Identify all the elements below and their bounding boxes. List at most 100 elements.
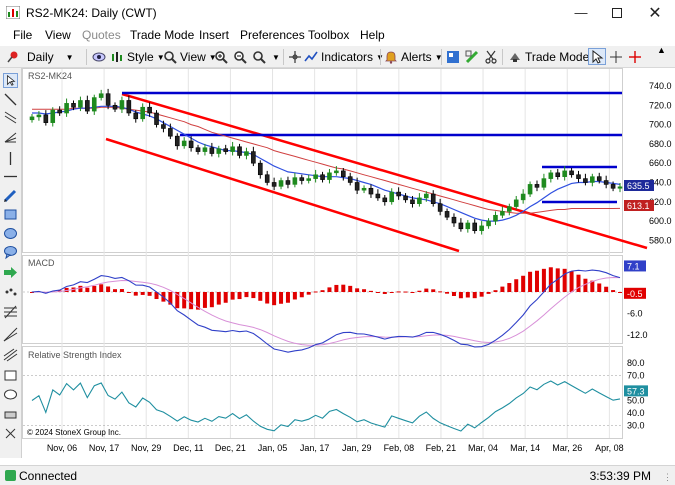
pencil-tool-icon[interactable] xyxy=(3,188,18,203)
macd-histogram-bar xyxy=(30,292,34,293)
rsi-tick-label: 70.0 xyxy=(627,371,645,381)
menu-help[interactable]: Help xyxy=(360,28,385,42)
toolbar-separator xyxy=(86,49,87,65)
gann-tool-icon[interactable] xyxy=(3,327,18,342)
menu-quotes[interactable]: Quotes xyxy=(82,28,121,42)
channel-tool-icon[interactable] xyxy=(3,111,18,126)
macd-histogram-bar xyxy=(189,292,194,310)
view-dropdown[interactable]: View ▼ xyxy=(163,49,217,65)
zoom-dropdown[interactable]: ▼ xyxy=(252,49,280,65)
menu-toolbox[interactable]: Toolbox xyxy=(308,28,350,42)
macd-pane[interactable] xyxy=(22,255,623,344)
close-button[interactable]: ✕ xyxy=(636,0,674,25)
crosshair-cursor-button[interactable] xyxy=(609,49,626,65)
candle-body xyxy=(216,148,222,154)
alerts-dropdown[interactable]: Alerts ▼ xyxy=(384,49,443,65)
trendline-tool-icon[interactable] xyxy=(3,92,18,107)
chart-canvas[interactable]: RS2-MK24 MACD Relative Strength Index © … xyxy=(22,68,675,458)
maximize-button[interactable] xyxy=(598,0,636,25)
crosshair-button[interactable] xyxy=(288,49,305,65)
candle-body xyxy=(493,214,498,222)
price-tick-label: 640.0 xyxy=(649,177,672,187)
macd-histogram-bar xyxy=(368,290,373,292)
select-tool-button[interactable] xyxy=(588,48,606,65)
candle-body xyxy=(569,170,574,176)
indicators-dropdown[interactable]: Indicators ▼ xyxy=(304,49,384,65)
candle-body xyxy=(430,193,436,204)
macd-histogram-bar xyxy=(106,286,111,292)
interval-dropdown[interactable]: Daily ▼ xyxy=(6,49,74,65)
eraser-tool-icon[interactable] xyxy=(3,407,18,422)
macd-histogram-bar xyxy=(202,292,207,308)
toolbar-collapse-button[interactable]: ▲ xyxy=(657,42,666,58)
draw-tool-button[interactable] xyxy=(92,49,109,65)
lower-trendline[interactable] xyxy=(105,137,460,253)
macd-histogram-bar xyxy=(251,292,256,299)
pitchfork-tool-icon[interactable] xyxy=(3,348,18,363)
candle-body xyxy=(465,222,471,230)
zoom-in-icon xyxy=(215,51,228,64)
signal-value-tag xyxy=(624,287,646,299)
candle-body xyxy=(292,177,298,185)
scissors-tool-button[interactable] xyxy=(484,49,501,65)
dots-tool-icon[interactable] xyxy=(3,285,18,300)
horizontal-line-tool-icon[interactable] xyxy=(3,169,18,184)
pencil-tool-button[interactable] xyxy=(465,49,482,65)
box-tool-icon[interactable] xyxy=(3,368,18,383)
menu-view[interactable]: View xyxy=(45,28,71,42)
macd-label: MACD xyxy=(28,258,55,268)
fan-tool-icon[interactable] xyxy=(3,130,18,145)
vertical-line-tool-icon[interactable] xyxy=(3,151,18,166)
zoom-in-button[interactable] xyxy=(214,49,231,65)
rsi-series xyxy=(23,375,622,432)
price-tick-label: 620.0 xyxy=(649,197,672,207)
macd-histogram-bar xyxy=(113,289,118,292)
macd-histogram-bar xyxy=(154,292,159,300)
menu-file[interactable]: File xyxy=(13,28,33,42)
style-dropdown[interactable]: Style ▼ xyxy=(110,49,165,65)
speech-bubble-icon[interactable] xyxy=(3,245,18,260)
menu-trade-mode[interactable]: Trade Mode xyxy=(130,28,195,42)
macd-histogram-bar xyxy=(382,292,387,294)
candle-body xyxy=(354,182,360,191)
style-icon xyxy=(112,52,122,62)
crosshair-icon xyxy=(289,51,301,63)
upper-trendline[interactable] xyxy=(121,92,648,250)
candle-body xyxy=(583,178,588,183)
macd-histogram-bar xyxy=(528,271,533,292)
rectangle-tool-icon[interactable] xyxy=(3,207,18,222)
rsi-pane[interactable] xyxy=(22,346,623,439)
rsi-tick-label: 80.0 xyxy=(627,358,645,368)
delete-tool-icon[interactable] xyxy=(3,426,18,441)
macd-histogram-bar xyxy=(285,292,290,303)
candle-body xyxy=(617,186,623,189)
last-price-value: 635.5 xyxy=(627,181,650,191)
minimize-button[interactable]: — xyxy=(562,0,600,25)
zoom-out-button[interactable] xyxy=(233,49,250,65)
trade-mode-button[interactable]: Trade Mode xyxy=(508,49,589,65)
candle-body xyxy=(555,172,561,177)
chart-area[interactable]: RS2-MK24 MACD Relative Strength Index © … xyxy=(22,68,675,458)
color-tool-button[interactable] xyxy=(446,49,463,65)
price-pane[interactable] xyxy=(22,68,623,253)
magnifier-icon xyxy=(164,51,177,64)
last-price-tag xyxy=(624,180,654,191)
style-label: Style xyxy=(127,50,154,64)
oval-tool-icon[interactable] xyxy=(3,387,18,402)
macd-histogram-bar xyxy=(334,284,339,292)
macd-histogram-bar xyxy=(507,283,512,292)
vertical-grid xyxy=(61,69,610,438)
macd-histogram-bar xyxy=(451,292,456,297)
candle-body xyxy=(29,116,35,121)
fibonacci-tool-icon[interactable] xyxy=(3,305,18,320)
chevron-down-icon: ▼ xyxy=(376,53,384,62)
resize-grip-icon[interactable]: ⋮ xyxy=(663,472,672,482)
candle-body xyxy=(181,140,187,147)
cursor-arrow-icon[interactable] xyxy=(3,73,18,88)
menu-preferences[interactable]: Preferences xyxy=(240,28,305,42)
menu-insert[interactable]: Insert xyxy=(199,28,230,42)
rsi-tick-label: 40.0 xyxy=(627,408,645,418)
red-crosshair-button[interactable] xyxy=(628,49,645,65)
ellipse-tool-icon[interactable] xyxy=(3,226,18,241)
arrow-right-icon[interactable] xyxy=(3,265,18,280)
